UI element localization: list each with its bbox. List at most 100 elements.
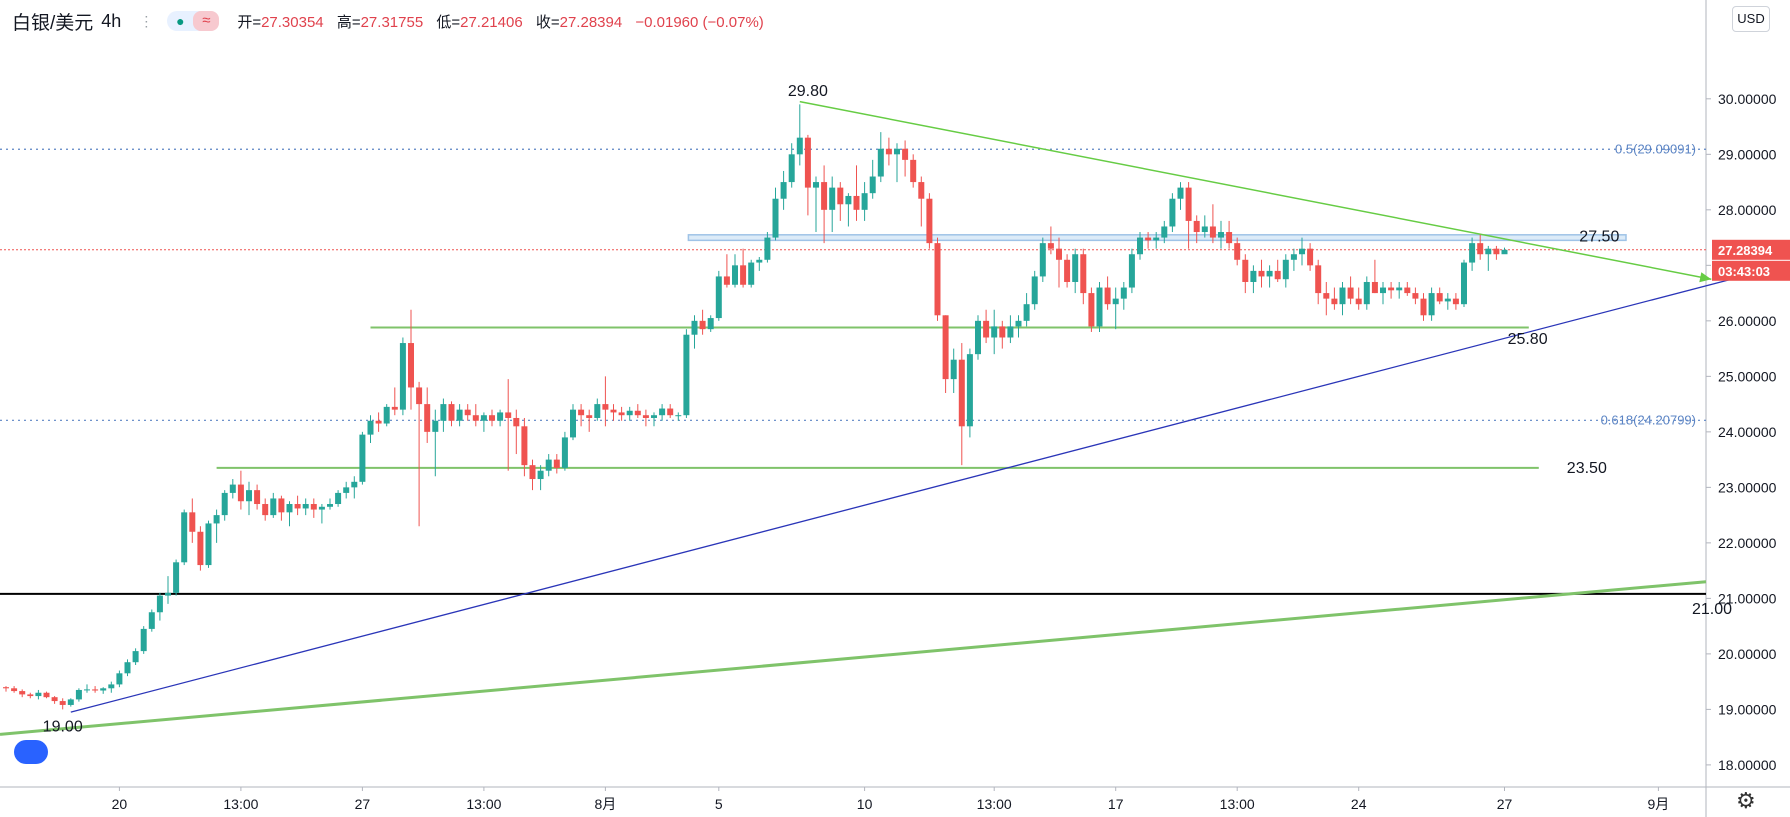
interval-label[interactable]: 4h	[101, 10, 122, 31]
market-status-pill[interactable]: ● ≈	[167, 11, 220, 31]
candle	[1201, 215, 1208, 238]
candle	[408, 309, 414, 410]
tradingview-logo-icon[interactable]	[14, 740, 48, 764]
candle	[1250, 265, 1257, 294]
candle-body	[659, 408, 666, 416]
candle	[983, 309, 990, 344]
candle-body	[942, 315, 949, 380]
candle	[173, 559, 180, 596]
candle	[1299, 237, 1305, 266]
candle-body	[1428, 293, 1435, 316]
candle-body	[343, 487, 350, 493]
candle-body	[578, 409, 585, 416]
candle-body	[1226, 232, 1233, 244]
candle	[1112, 287, 1119, 330]
candle	[756, 257, 763, 271]
currency-button[interactable]: USD	[1732, 6, 1770, 32]
candle	[189, 498, 196, 543]
candle-body	[1323, 293, 1330, 299]
candle	[1355, 287, 1362, 310]
candle	[43, 691, 50, 699]
candle-body	[408, 343, 414, 388]
candle	[537, 465, 544, 491]
candle	[885, 137, 892, 166]
candle-body	[1299, 248, 1305, 255]
more-dots-icon[interactable]: ⋮	[139, 12, 154, 29]
candle-body	[869, 176, 876, 194]
candle	[942, 315, 949, 393]
candle-body	[902, 148, 909, 160]
candle	[1120, 281, 1127, 310]
candle-body	[999, 326, 1006, 338]
candle-body	[1104, 287, 1111, 305]
candle	[51, 696, 58, 704]
descending-trendline	[799, 100, 1712, 280]
candle-body	[254, 490, 261, 505]
ascending-trendline	[70, 278, 1732, 713]
candle-body	[351, 481, 358, 488]
candle-body	[991, 326, 998, 338]
candle-body	[1250, 270, 1257, 282]
candle-body	[667, 408, 674, 416]
candle	[1128, 248, 1135, 294]
candle	[505, 379, 512, 471]
candle-body	[926, 198, 933, 244]
candle-body	[472, 415, 479, 421]
candle-body	[505, 412, 512, 418]
close-label: 收=	[535, 13, 560, 31]
candle	[578, 404, 585, 427]
candle	[1137, 232, 1143, 260]
candle	[1193, 215, 1200, 244]
candle	[829, 176, 836, 233]
price-tag-bg	[1712, 239, 1790, 260]
candle	[156, 592, 163, 621]
candle-body	[772, 198, 779, 238]
candle	[748, 259, 755, 288]
candle	[894, 143, 900, 183]
candle	[399, 337, 406, 416]
candle	[991, 309, 998, 355]
level-label-21.00: 21.00	[1692, 601, 1732, 618]
candle-body	[480, 415, 487, 421]
settings-gear-icon[interactable]: ⚙	[1736, 788, 1756, 813]
candle	[367, 415, 374, 443]
candle	[1274, 259, 1281, 282]
candle-body	[740, 265, 747, 285]
candle-body	[497, 412, 504, 421]
candle	[270, 492, 277, 518]
candle-body	[1477, 243, 1484, 255]
candle	[497, 409, 504, 427]
candle	[1007, 315, 1014, 344]
candle-body	[1007, 326, 1014, 338]
candle	[1088, 287, 1095, 332]
wave-icon: ≈	[193, 11, 220, 31]
candle-body	[43, 692, 50, 698]
candle	[456, 404, 463, 427]
candle-body	[1469, 243, 1476, 263]
candle	[148, 609, 155, 632]
symbol-label[interactable]: 白银/美元	[12, 12, 94, 34]
candle	[1428, 287, 1435, 321]
x-tick-label: 9月	[1648, 796, 1670, 812]
candle	[1145, 232, 1152, 249]
x-tick-label: 5	[715, 796, 723, 812]
candle-body	[1347, 287, 1354, 299]
candle	[926, 193, 933, 249]
candle	[610, 404, 617, 421]
candle-body	[553, 459, 560, 468]
candle	[804, 134, 811, 216]
candle-body	[1112, 298, 1119, 305]
candle-body	[19, 691, 26, 695]
candle-body	[1388, 287, 1395, 291]
candle-body	[1242, 259, 1249, 282]
candle	[788, 143, 795, 188]
candle	[521, 417, 528, 477]
candle	[966, 348, 973, 438]
candle	[958, 343, 965, 466]
candle-body	[966, 354, 973, 427]
y-tick-label: 21.00000	[1718, 590, 1777, 606]
candle	[570, 404, 576, 441]
candle	[1234, 237, 1241, 266]
candle-body	[651, 415, 657, 418]
